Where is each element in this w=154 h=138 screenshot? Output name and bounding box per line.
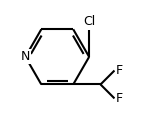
Text: F: F	[116, 64, 123, 77]
Text: F: F	[116, 92, 123, 105]
Text: Cl: Cl	[83, 15, 95, 28]
Text: N: N	[21, 50, 30, 63]
